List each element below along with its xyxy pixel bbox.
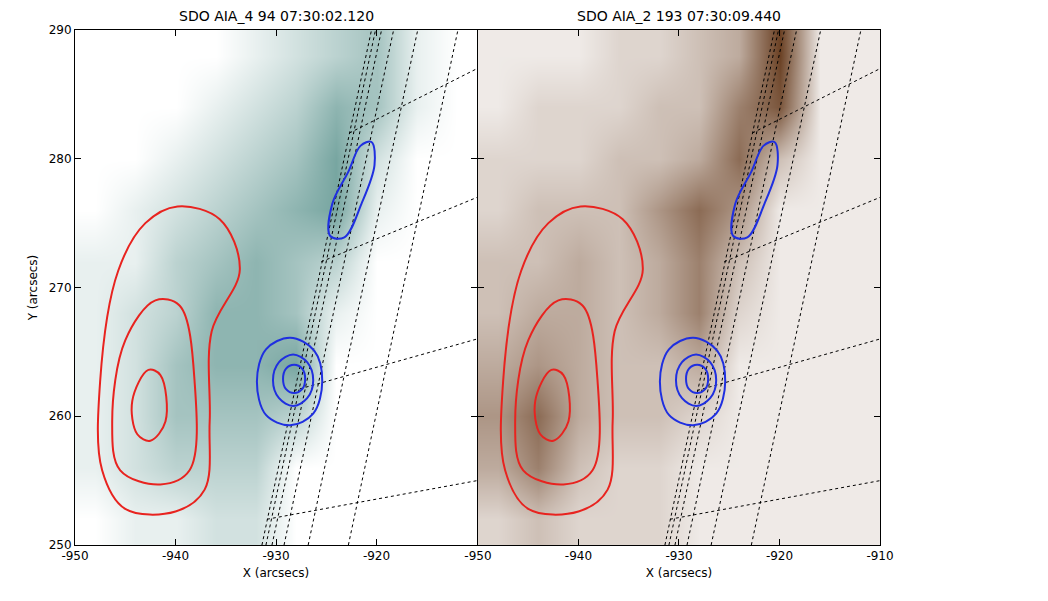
svg-text:290: 290 bbox=[49, 23, 72, 37]
svg-text:-940: -940 bbox=[162, 549, 189, 563]
svg-text:-920: -920 bbox=[363, 549, 390, 563]
svg-text:-920: -920 bbox=[766, 549, 793, 563]
svg-text:260: 260 bbox=[49, 409, 72, 423]
svg-text:-910: -910 bbox=[866, 549, 893, 563]
svg-text:-950: -950 bbox=[61, 549, 88, 563]
svg-text:X (arcsecs): X (arcsecs) bbox=[646, 566, 713, 580]
svg-text:-940: -940 bbox=[565, 549, 592, 563]
svg-text:280: 280 bbox=[49, 152, 72, 166]
svg-text:SDO AIA_4 94 07:30:02.120: SDO AIA_4 94 07:30:02.120 bbox=[179, 8, 374, 24]
svg-text:Y (arcsecs): Y (arcsecs) bbox=[26, 255, 40, 322]
svg-text:250: 250 bbox=[49, 538, 72, 552]
svg-text:270: 270 bbox=[49, 281, 72, 295]
svg-text:SDO AIA_2 193 07:30:09.440: SDO AIA_2 193 07:30:09.440 bbox=[577, 8, 781, 24]
svg-text:-930: -930 bbox=[262, 549, 289, 563]
svg-text:-950: -950 bbox=[464, 549, 491, 563]
svg-text:-930: -930 bbox=[665, 549, 692, 563]
svg-text:X (arcsecs): X (arcsecs) bbox=[243, 566, 310, 580]
